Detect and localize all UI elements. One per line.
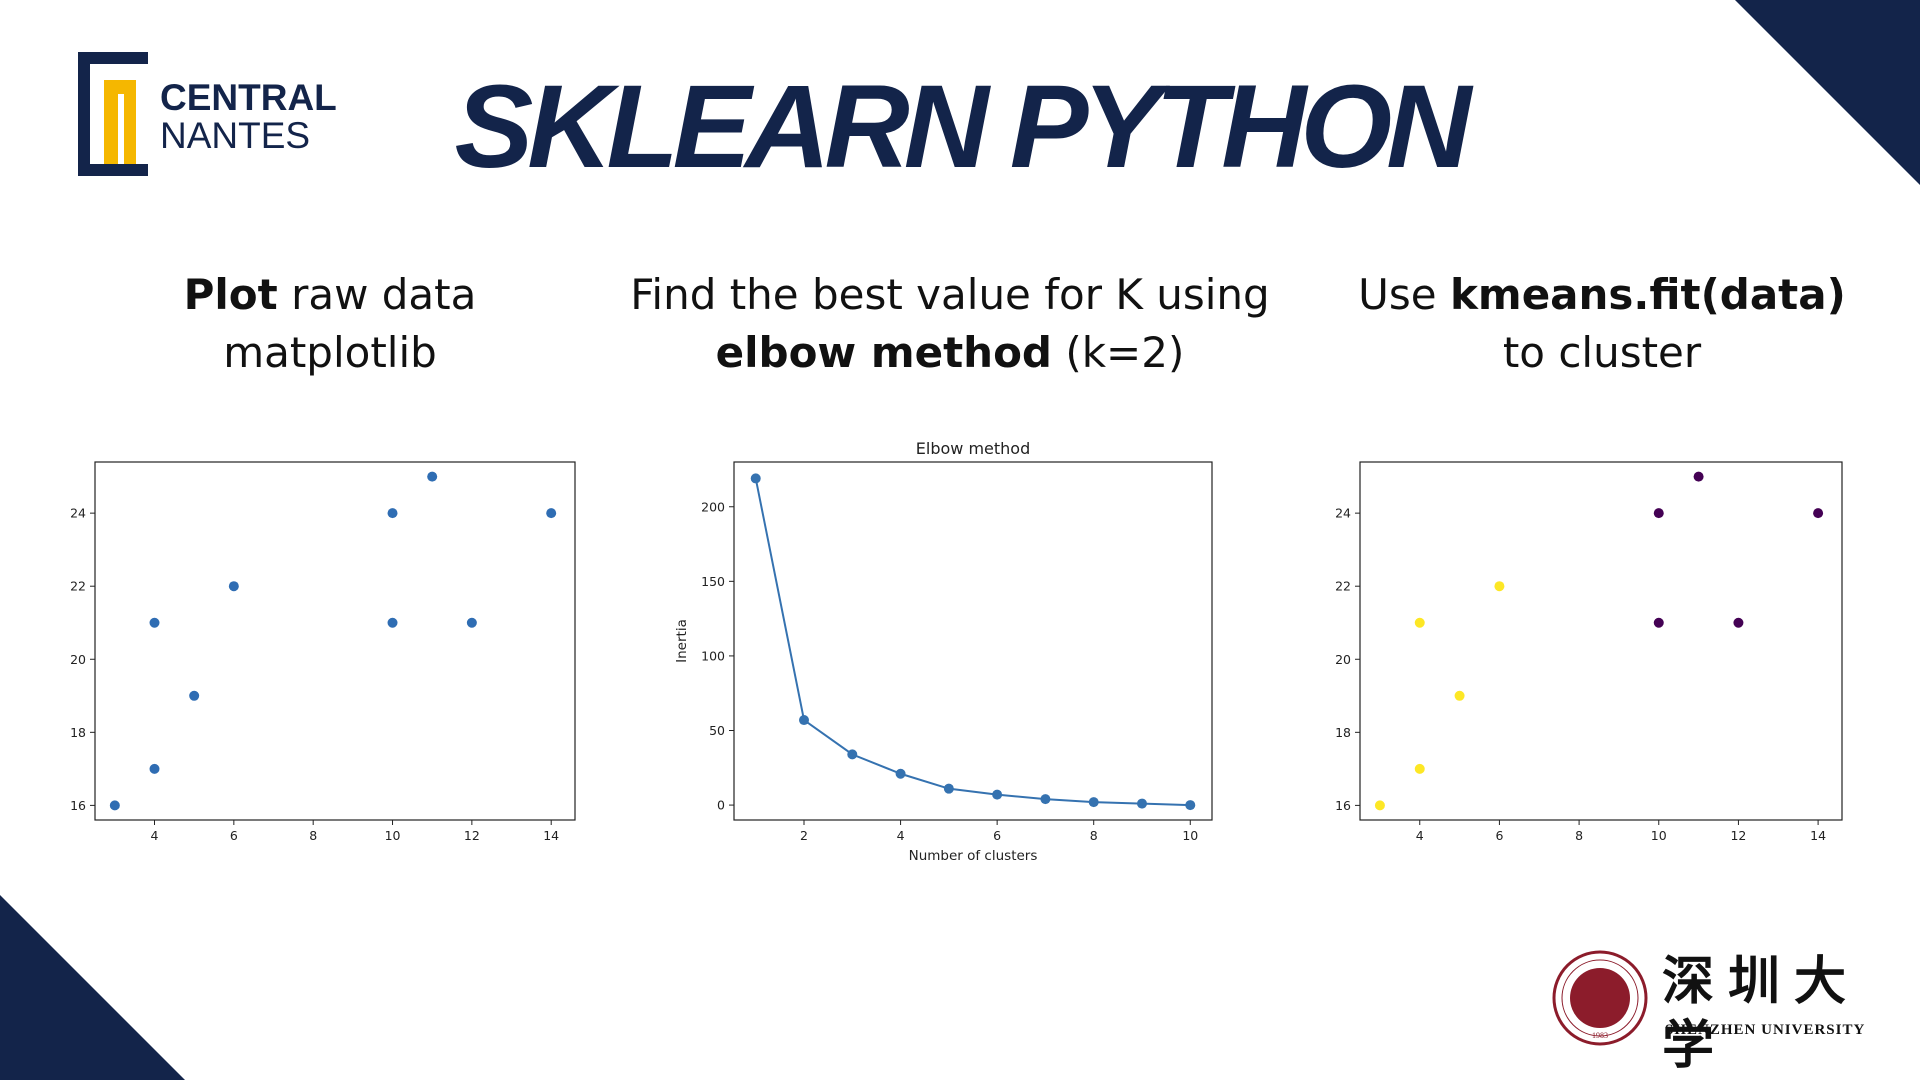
data-point (1693, 471, 1704, 482)
x-tick-label: 10 (385, 828, 401, 843)
caption-plot-line2: matplotlib (223, 328, 437, 377)
data-point (799, 715, 810, 726)
caption-plot-line1: Plot raw data (0, 266, 660, 324)
y-tick-label: 16 (1335, 798, 1351, 813)
logo-line1: CENTRALE (160, 77, 338, 118)
data-point (1494, 581, 1505, 592)
x-tick-label: 10 (1182, 828, 1198, 843)
data-point (1653, 617, 1664, 628)
data-point (895, 768, 906, 779)
x-tick-label: 8 (1575, 828, 1583, 843)
data-point (943, 783, 954, 794)
data-point (466, 617, 477, 628)
data-point (387, 617, 398, 628)
y-tick-label: 0 (717, 798, 725, 813)
y-tick-label: 22 (1335, 579, 1351, 594)
x-axis-label: Number of clusters (909, 848, 1038, 864)
centrale-logo-mark: CENTRALE NANTES (78, 52, 361, 176)
caption-elbow-text: (k=2) (1052, 328, 1185, 377)
x-tick-label: 4 (1416, 828, 1424, 843)
university-name-english: SHENZHEN UNIVERSITY (1665, 1022, 1866, 1038)
corner-triangle-top-right (1735, 0, 1920, 185)
caption-kmeans-text: Use (1358, 270, 1450, 319)
y-tick-label: 50 (709, 723, 725, 738)
data-point (149, 617, 160, 628)
y-tick-label: 16 (70, 798, 86, 813)
data-point (1733, 617, 1744, 628)
logo-line2: NANTES (160, 115, 310, 156)
data-point (1136, 798, 1147, 809)
caption-elbow-line1: Find the best value for K using (630, 270, 1270, 319)
data-point (847, 749, 858, 760)
raw-data-scatter-chart: 4 6 8 10 12 14 16 18 20 22 24 (70, 461, 576, 843)
university-name-chinese: 深圳大学 (1662, 951, 1861, 1076)
x-tick-label: 10 (1651, 828, 1667, 843)
y-axis-label: Inertia (674, 619, 690, 663)
data-point (750, 473, 761, 484)
corner-triangle-bottom-left (0, 895, 185, 1080)
data-point (149, 763, 160, 774)
x-tick-label: 8 (309, 828, 317, 843)
data-point (1653, 508, 1664, 519)
caption-plot-text: raw data (277, 270, 477, 319)
x-tick-label: 8 (1090, 828, 1098, 843)
data-point (1040, 794, 1051, 805)
x-tick-label: 14 (543, 828, 559, 843)
data-point (228, 581, 239, 592)
plot-frame (94, 461, 576, 821)
data-point (1088, 797, 1099, 808)
chart-title: Elbow method (916, 439, 1030, 458)
y-tick-label: 200 (701, 499, 725, 514)
data-point (189, 690, 200, 701)
y-tick-label: 24 (70, 506, 86, 521)
caption-kmeans-line2: to cluster (1502, 328, 1702, 377)
caption-elbow-bold: elbow method (715, 328, 1052, 377)
data-point (1414, 763, 1425, 774)
y-tick-label: 100 (701, 648, 725, 663)
y-tick-label: 18 (70, 725, 86, 740)
x-tick-label: 6 (993, 828, 1001, 843)
caption-plot: Plot raw data matplotlib (0, 266, 660, 382)
caption-elbow-line2: elbow method (k=2) (620, 324, 1280, 382)
y-tick-label: 20 (70, 652, 86, 667)
series-line (754, 478, 1191, 807)
slide-title: SKLEARN PYTHON (454, 61, 1472, 193)
y-tick-label: 18 (1335, 725, 1351, 740)
caption-kmeans: Use kmeans.fit(data) to cluster (1272, 266, 1920, 382)
x-tick-label: 4 (151, 828, 159, 843)
x-tick-label: 12 (464, 828, 480, 843)
data-point (1374, 800, 1385, 811)
data-point (387, 508, 398, 519)
caption-kmeans-bold: kmeans.fit(data) (1450, 270, 1846, 319)
plot-frame (733, 461, 1213, 821)
plot-frame (1359, 461, 1843, 821)
data-point (427, 471, 438, 482)
y-tick-label: 24 (1335, 506, 1351, 521)
data-point (546, 508, 557, 519)
y-tick-label: 22 (70, 579, 86, 594)
x-tick-label: 12 (1730, 828, 1746, 843)
centrale-nantes-logo: CENTRALE NANTES (78, 50, 361, 180)
x-tick-label: 6 (230, 828, 238, 843)
shenzhen-university-seal: 1983 (1552, 950, 1648, 1046)
data-point (1185, 800, 1196, 811)
data-point (992, 789, 1003, 800)
x-tick-label: 4 (897, 828, 905, 843)
y-tick-label: 20 (1335, 652, 1351, 667)
x-tick-label: 2 (800, 828, 808, 843)
caption-elbow: Find the best value for K using elbow me… (620, 266, 1280, 382)
seal-year: 1983 (1592, 1031, 1608, 1040)
data-point (1414, 617, 1425, 628)
data-point (109, 800, 120, 811)
data-point (1454, 690, 1465, 701)
x-tick-label: 6 (1495, 828, 1503, 843)
caption-plot-bold: Plot (183, 270, 278, 319)
data-point (1813, 508, 1824, 519)
kmeans-cluster-chart: 4 6 8 10 12 14 16 18 20 22 24 (1335, 461, 1843, 843)
caption-kmeans-line1: Use kmeans.fit(data) (1272, 266, 1920, 324)
x-tick-label: 14 (1810, 828, 1826, 843)
y-tick-label: 150 (701, 574, 725, 589)
